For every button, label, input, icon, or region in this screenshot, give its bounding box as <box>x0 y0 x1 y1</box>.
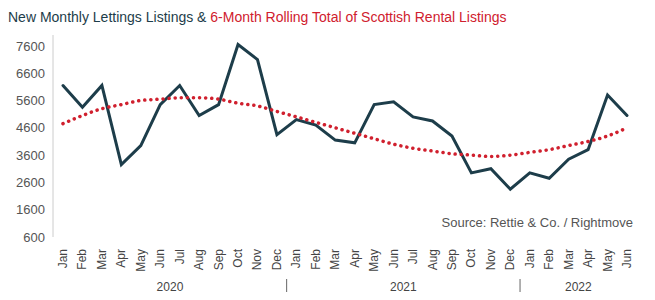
svg-text:Sep: Sep <box>445 249 459 271</box>
svg-text:2600: 2600 <box>16 175 45 190</box>
svg-text:Jul: Jul <box>173 249 187 264</box>
svg-text:Feb: Feb <box>75 249 89 270</box>
svg-text:7600: 7600 <box>16 39 45 54</box>
html-text:New Monthly Lettings Listings: New Monthly Lettings Listings & 6-Month … <box>8 9 507 25</box>
svg-text:Dec: Dec <box>270 249 284 270</box>
svg-text:1600: 1600 <box>16 202 45 217</box>
svg-text:Mar: Mar <box>562 249 576 270</box>
svg-text:Mar: Mar <box>328 249 342 270</box>
svg-text:6600: 6600 <box>16 66 45 81</box>
svg-text:Oct: Oct <box>464 248 478 267</box>
svg-text:Mar: Mar <box>95 249 109 270</box>
svg-text:May: May <box>367 249 381 272</box>
svg-text:Jul: Jul <box>406 249 420 264</box>
svg-text:Jan: Jan <box>289 249 303 268</box>
svg-text:Jun: Jun <box>620 249 634 268</box>
svg-text:Aug: Aug <box>192 249 206 270</box>
svg-text:Jan: Jan <box>523 249 537 268</box>
svg-text:Aug: Aug <box>426 249 440 270</box>
svg-text:Nov: Nov <box>484 249 498 270</box>
svg-text:2021: 2021 <box>390 280 417 292</box>
svg-text:May: May <box>601 249 615 272</box>
svg-text:5600: 5600 <box>16 93 45 108</box>
html-text:Source: Rettie & Co. / Rightmo: Source: Rettie & Co. / Rightmove <box>441 215 633 230</box>
svg-text:Apr: Apr <box>348 249 362 268</box>
svg-text:Apr: Apr <box>114 249 128 268</box>
svg-text:Jun: Jun <box>387 249 401 268</box>
svg-text:Nov: Nov <box>250 249 264 270</box>
svg-text:2022: 2022 <box>565 280 592 292</box>
svg-text:Oct: Oct <box>231 248 245 267</box>
svg-text:Apr: Apr <box>581 249 595 268</box>
svg-text:Dec: Dec <box>503 249 517 270</box>
svg-text:Sep: Sep <box>212 249 226 271</box>
svg-text:600: 600 <box>23 230 45 245</box>
svg-text:3600: 3600 <box>16 148 45 163</box>
svg-text:2020: 2020 <box>157 280 184 292</box>
svg-text:May: May <box>134 249 148 272</box>
svg-text:Feb: Feb <box>309 249 323 270</box>
svg-text:Jun: Jun <box>153 249 167 268</box>
svg-text:Feb: Feb <box>542 249 556 270</box>
svg-text:4600: 4600 <box>16 120 45 135</box>
svg-text:Jan: Jan <box>56 249 70 268</box>
